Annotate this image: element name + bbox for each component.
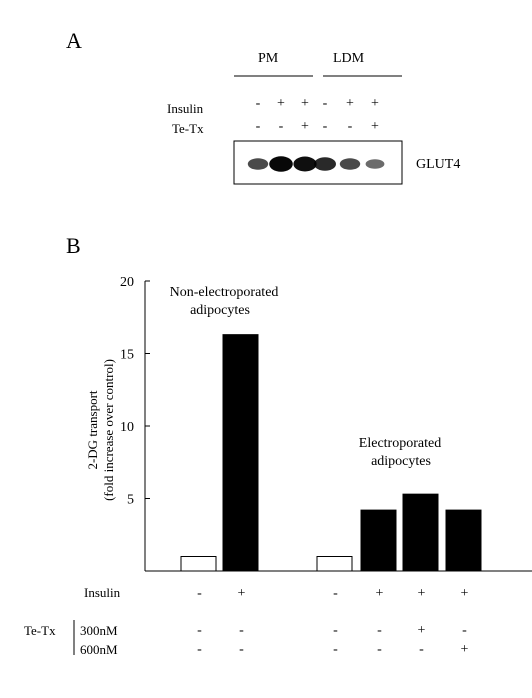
insulin-signs-a: - + + - + + bbox=[256, 96, 379, 111]
insulin-sign: - bbox=[197, 586, 202, 601]
y-axis-title: 2-DG transport (fold increase over contr… bbox=[85, 359, 116, 501]
blot-band bbox=[314, 157, 336, 171]
tetx_600-sign: - bbox=[377, 642, 382, 657]
panel-b-label: B bbox=[66, 233, 81, 258]
blot-band bbox=[269, 156, 293, 172]
annotation-adipocytes-1: adipocytes bbox=[190, 303, 250, 318]
insulin-sign-a: + bbox=[277, 96, 285, 111]
bar-2 bbox=[222, 334, 259, 572]
tetx-sign-a: + bbox=[301, 119, 309, 134]
annotation-adipocytes-2: adipocytes bbox=[371, 454, 431, 469]
insulin-sign: - bbox=[333, 586, 338, 601]
tetx-row-label-b: Te-Tx bbox=[24, 623, 56, 638]
tetx-sign-a: - bbox=[348, 119, 353, 134]
tetx-row-label: Te-Tx bbox=[172, 121, 204, 136]
insulin-sign-a: + bbox=[301, 96, 309, 111]
annotation-electroporated: Electroporated bbox=[359, 436, 441, 451]
bar-3 bbox=[316, 556, 353, 572]
tetx_600-sign: - bbox=[239, 642, 244, 657]
tetx-sign-a: - bbox=[256, 119, 261, 134]
blot-band bbox=[339, 158, 361, 170]
glut4-label: GLUT4 bbox=[416, 157, 460, 172]
annotation-non-electroporated: Non-electroporated bbox=[170, 285, 279, 300]
tetx_600-sign: - bbox=[419, 642, 424, 657]
tetx_300-sign: - bbox=[197, 623, 202, 638]
tetx_300-sign: - bbox=[333, 623, 338, 638]
conc-600-label: 600nM bbox=[80, 642, 118, 657]
ylabel-line-1: 2-DG transport bbox=[85, 390, 100, 469]
tetx-sign-a: - bbox=[323, 119, 328, 134]
conc-300-label: 300nM bbox=[80, 623, 118, 638]
insulin-sign: + bbox=[238, 586, 246, 601]
y-tick-label: 10 bbox=[120, 420, 134, 435]
ylabel-line-2: (fold increase over control) bbox=[101, 359, 116, 501]
insulin-sign-a: - bbox=[256, 96, 261, 111]
insulin-sign: + bbox=[461, 586, 469, 601]
group-label-pm: PM bbox=[258, 51, 279, 66]
blot-band bbox=[247, 158, 269, 170]
tetx_600-sign: - bbox=[197, 642, 202, 657]
tetx-signs-a: - - + - - + bbox=[256, 119, 379, 134]
blot-band bbox=[293, 156, 317, 172]
blot-bands bbox=[247, 156, 385, 172]
insulin-sign-a: - bbox=[323, 96, 328, 111]
bar-4 bbox=[360, 509, 397, 572]
y-axis-ticks: 5 10 15 20 bbox=[120, 275, 150, 508]
insulin-sign-a: + bbox=[371, 96, 379, 111]
bar-6 bbox=[445, 509, 482, 572]
insulin-sign-a: + bbox=[346, 96, 354, 111]
tetx-sign-a: + bbox=[371, 119, 379, 134]
panel-a-label: A bbox=[66, 28, 82, 53]
y-tick-label: 20 bbox=[120, 275, 134, 290]
treatment-signs-b: - + - + + + - - - - + - - - - - - + bbox=[197, 586, 468, 657]
tetx_600-sign: + bbox=[461, 642, 469, 657]
insulin-sign: + bbox=[418, 586, 426, 601]
group-label-ldm: LDM bbox=[333, 51, 365, 66]
bar-5 bbox=[402, 493, 439, 572]
tetx_300-sign: - bbox=[239, 623, 244, 638]
y-tick-label: 5 bbox=[127, 493, 134, 508]
tetx_300-sign: - bbox=[462, 623, 467, 638]
insulin-row-label-b: Insulin bbox=[84, 585, 121, 600]
y-tick-label: 15 bbox=[120, 348, 134, 363]
bar-1 bbox=[180, 556, 217, 572]
tetx_600-sign: - bbox=[333, 642, 338, 657]
bars bbox=[180, 334, 482, 572]
tetx_300-sign: + bbox=[418, 623, 426, 638]
blot-band bbox=[365, 159, 385, 169]
insulin-sign: + bbox=[376, 586, 384, 601]
tetx_300-sign: - bbox=[377, 623, 382, 638]
insulin-row-label: Insulin bbox=[167, 101, 204, 116]
tetx-sign-a: - bbox=[279, 119, 284, 134]
